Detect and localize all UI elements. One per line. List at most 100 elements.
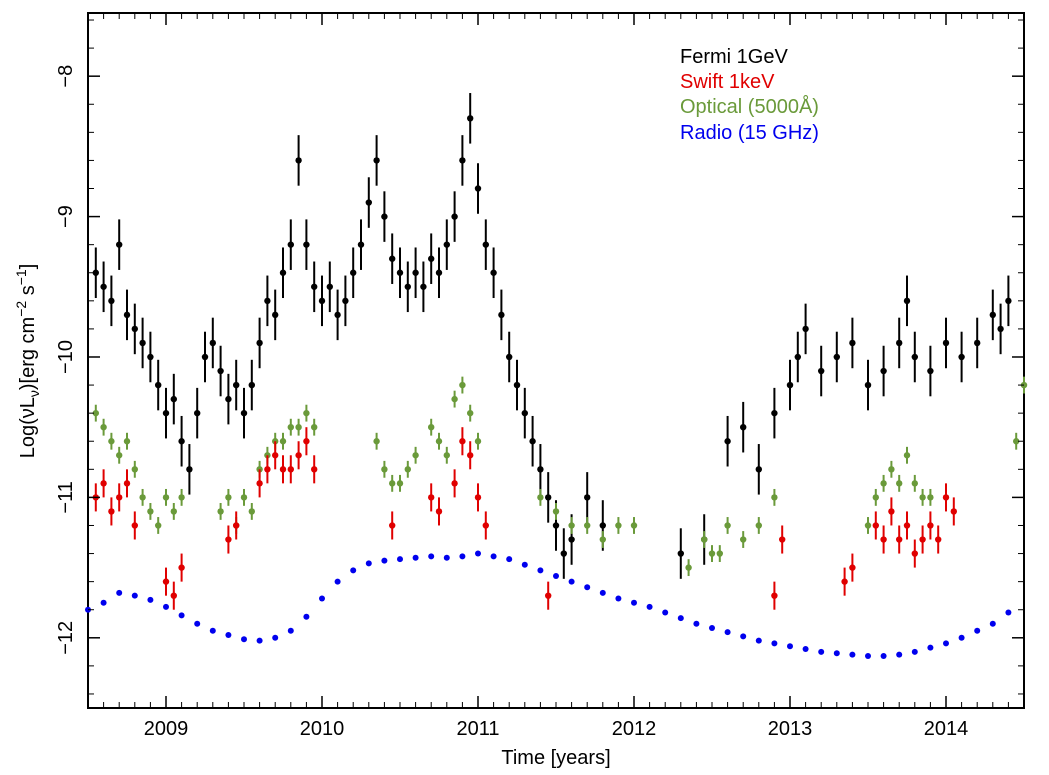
data-point [116, 589, 123, 596]
data-point [170, 508, 177, 515]
data-point [155, 381, 162, 389]
data-point [545, 592, 552, 599]
data-point [396, 269, 404, 276]
data-point [178, 612, 185, 619]
data-point [217, 508, 224, 515]
data-point [178, 494, 185, 501]
data-point [459, 157, 466, 164]
data-point [256, 466, 263, 473]
y-tick-label-1: −11 [55, 481, 77, 513]
data-point [334, 311, 341, 319]
axis-ticks [87, 13, 1024, 708]
data-point [404, 283, 411, 290]
series-3 [85, 550, 1012, 660]
data-point [131, 522, 138, 529]
data-point [646, 603, 653, 610]
data-point [108, 438, 115, 445]
data-point [771, 409, 778, 417]
data-point [599, 536, 606, 543]
data-point [256, 480, 263, 487]
data-point [989, 620, 996, 627]
data-point [373, 157, 380, 164]
data-point [256, 637, 263, 644]
data-point [116, 452, 123, 459]
data-point [506, 353, 513, 361]
data-point [451, 480, 458, 487]
data-point [240, 494, 248, 501]
x-tick-label-2010: 2010 [300, 718, 345, 740]
x-tick-label-2012: 2012 [612, 718, 657, 740]
y-tick-label-2: −10 [55, 340, 77, 374]
legend: Fermi 1GeV Swift 1keV Optical (5000Å) Ra… [680, 46, 819, 144]
data-point [615, 595, 622, 602]
data-point [872, 494, 879, 501]
data-point [404, 466, 411, 473]
data-point [303, 241, 310, 248]
data-point [997, 325, 1004, 333]
data-point [326, 283, 333, 290]
data-point [513, 381, 521, 389]
data-point [942, 339, 950, 347]
data-point [467, 452, 474, 459]
data-point [864, 381, 872, 389]
data-point [716, 550, 723, 557]
data-point [755, 466, 762, 473]
data-point [888, 508, 895, 515]
data-point [162, 578, 170, 585]
data-point [911, 648, 918, 655]
data-point [942, 494, 950, 501]
data-point [451, 213, 458, 220]
data-point [116, 241, 123, 248]
data-point [474, 438, 482, 445]
data-point [435, 438, 443, 445]
data-point [287, 627, 294, 634]
data-point [178, 564, 185, 571]
data-point [896, 651, 903, 658]
data-point [194, 620, 201, 627]
data-point [927, 644, 934, 651]
x-tick-label-2013: 2013 [768, 718, 813, 740]
data-point [225, 395, 232, 403]
data-point [350, 269, 357, 276]
data-point [903, 452, 911, 459]
data-point [584, 584, 591, 591]
data-point [381, 557, 388, 564]
data-point [919, 494, 926, 501]
data-point [529, 438, 536, 445]
data-point [170, 395, 177, 403]
data-point [724, 629, 731, 636]
x-tick-label-2011: 2011 [456, 718, 499, 740]
data-point [482, 241, 489, 248]
data-point [974, 339, 981, 347]
data-point [903, 297, 911, 305]
data-point [147, 508, 154, 515]
data-point [319, 595, 325, 602]
data-point [396, 480, 404, 487]
legend-optical: Optical (5000Å) [680, 95, 819, 118]
data-point [194, 409, 201, 417]
data-point [771, 640, 778, 647]
data-point [467, 115, 474, 122]
data-point [818, 367, 825, 375]
data-point [459, 381, 466, 389]
data-point [740, 633, 747, 640]
data-point [818, 648, 825, 655]
data-point [451, 395, 458, 403]
data-point [498, 311, 505, 319]
data-point [264, 466, 271, 473]
data-point [755, 522, 762, 529]
data-point [911, 480, 918, 487]
data-point [287, 423, 294, 431]
data-point [389, 522, 396, 529]
y-axis-label-mid: s [17, 285, 39, 301]
data-point [880, 367, 887, 375]
x-axis-label: Time [years] [501, 747, 610, 769]
y-axis-label-main: Log(νL [17, 397, 39, 458]
data-point [779, 536, 786, 543]
data-point [888, 466, 895, 473]
data-point [123, 311, 131, 319]
data-point [303, 409, 310, 417]
data-point [295, 157, 302, 164]
data-point [201, 353, 209, 361]
data-point [865, 653, 871, 660]
